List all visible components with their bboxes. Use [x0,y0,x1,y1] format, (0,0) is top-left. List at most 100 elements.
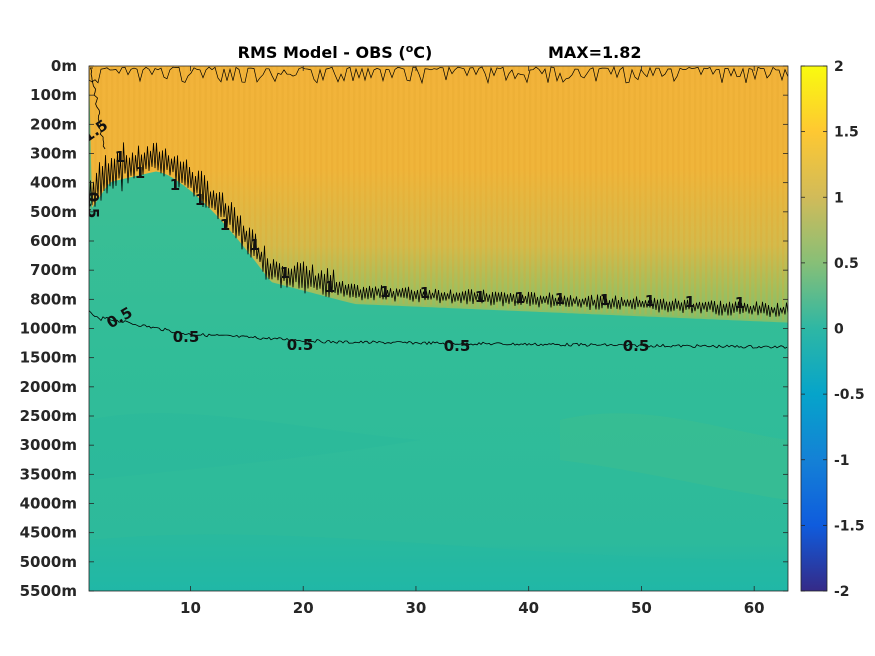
texture-stripe [155,66,158,170]
y-tick-label: 1500m [20,349,77,367]
texture-stripe [177,66,180,179]
texture-stripe [446,66,449,306]
x-tick-label: 30 [406,599,427,617]
colorbar-ticks: 2 1.5 1 0.5 0 -0.5 -1 -1.5 -2 [801,59,865,600]
x-tick-label: 60 [744,599,765,617]
texture-stripe [655,66,658,315]
texture-stripe [369,66,372,303]
y-tick-label: 4000m [20,495,77,513]
texture-stripe [441,66,444,306]
y-tick-label: 500m [30,203,77,221]
texture-stripe [699,66,702,317]
texture-stripe [661,66,664,316]
texture-stripe [402,66,405,305]
texture-stripe [325,66,328,295]
texture-stripe [287,66,290,285]
texture-stripe [386,66,389,304]
texture-stripe [716,66,719,318]
texture-stripe [171,66,174,176]
y-tick-label: 3000m [20,436,77,454]
texture-stripe [738,66,741,319]
x-tick-label: 20 [293,599,314,617]
texture-stripe [419,66,422,305]
x-tick-label: 10 [180,599,201,617]
texture-stripe [573,66,576,312]
contour-label: 1 [600,291,610,309]
y-tick-label: 400m [30,174,77,192]
texture-stripe [650,66,653,315]
texture-stripe [122,66,125,178]
texture-stripe [226,66,229,225]
contour-label: 1 [170,176,180,194]
texture-stripe [298,66,301,288]
y-axis: 0m 100m 200m 300m 400m 500m 600m 700m 800m 1000m 1… [20,57,788,600]
texture-stripe [562,66,565,311]
texture-stripe [468,66,471,307]
texture-stripe [639,66,642,315]
texture-stripe [314,66,317,292]
texture-stripe [611,66,614,314]
contour-line-1 [89,142,788,317]
contour-label: 1 [135,164,145,182]
contour-label: 1 [250,236,260,254]
texture-stripe [364,66,367,303]
texture-stripe [144,66,147,173]
texture-stripe [221,66,224,219]
x-tick-label: 40 [518,599,539,617]
y-tick-label: 0m [51,57,77,75]
chart-title: RMS Model - OBS (oC) [238,42,433,62]
texture-stripe [182,66,185,183]
texture-stripe [127,66,130,176]
texture-stripe [760,66,763,320]
y-tick-label: 600m [30,232,77,250]
texture-stripe [782,66,785,321]
texture-stripe [584,66,587,312]
contour-label: 1 [280,264,290,282]
texture-stripe [595,66,598,313]
texture-stripe [771,66,774,320]
texture-stripe [721,66,724,318]
texture-stripe [237,66,240,238]
contour-label: 1 [645,292,655,310]
x-axis: 10 20 30 40 50 60 [180,66,765,617]
texture-stripe [457,66,460,307]
texture-stripe [303,66,306,289]
texture-stripe [474,66,477,308]
shading-patch [89,534,788,591]
texture-stripe [105,66,108,187]
colorbar-tick-label: -0.5 [834,387,865,403]
texture-stripe [89,66,92,210]
y-tick-label: 5500m [20,582,77,600]
texture-stripe [375,66,378,303]
texture-stripe [677,66,680,316]
texture-stripe [512,66,515,309]
colorbar-tick-label: -1.5 [834,518,865,534]
y-tick-label: 300m [30,145,77,163]
y-tick-label: 100m [30,86,77,104]
texture-stripe [188,66,191,187]
x-tick-label: 50 [631,599,652,617]
contour-label: 1 [475,288,485,306]
texture-stripe [628,66,631,314]
texture-stripe [545,66,548,311]
texture-stripe [232,66,235,231]
texture-stripe [331,66,334,296]
texture-stripe [749,66,752,319]
contour-label: 1 [325,278,335,296]
texture-stripe [534,66,537,310]
contour-label: 1 [735,294,745,312]
texture-stripe [694,66,697,317]
texture-stripe [523,66,526,310]
y-tick-label: 2500m [20,407,77,425]
texture-stripe [540,66,543,310]
shading-patch [560,413,788,500]
texture-stripe [248,66,251,251]
texture-stripe [490,66,493,308]
texture-stripe [353,66,356,302]
texture-stripe [765,66,768,320]
texture-stripe [463,66,466,307]
texture-stripe [435,66,438,306]
texture-stripe [424,66,427,305]
texture-stripe [138,66,141,174]
